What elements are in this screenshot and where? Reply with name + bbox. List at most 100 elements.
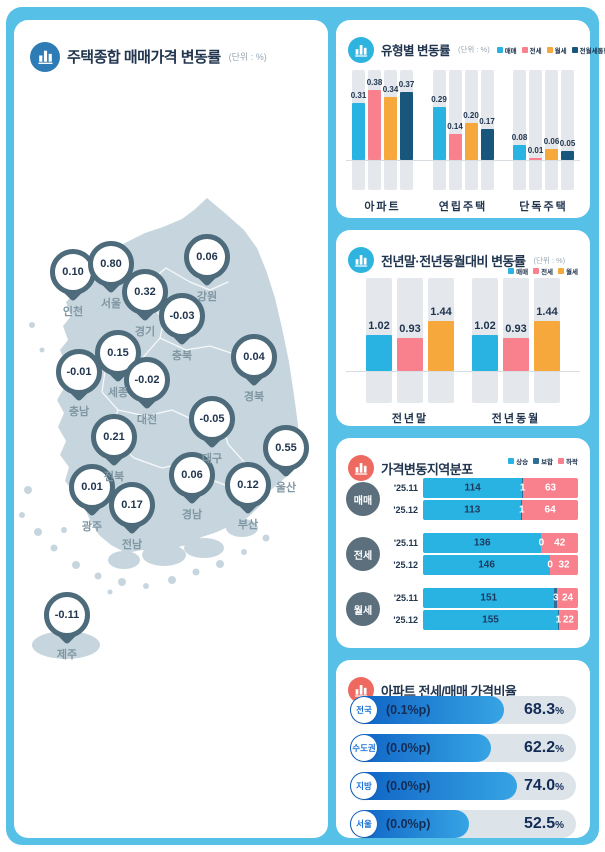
region-label: 대구 [201, 453, 223, 465]
up-segment: 114 [423, 478, 523, 498]
korea-map: 0.10 인천 0.80 서울 0.32 경기 0.06 강원 -0.03 충북 0.15 세종 -0.… [14, 20, 328, 838]
legend-swatch [558, 268, 565, 274]
segment-value: 63 [544, 482, 557, 494]
stacked-bar: 113 1 64 [423, 500, 578, 520]
region-badge: 수도권 [351, 735, 377, 761]
ratio-fill [350, 772, 518, 800]
bar-월세 [545, 148, 558, 160]
stacked-bar: 146 0 32 [423, 555, 578, 575]
legend-swatch [571, 46, 578, 53]
pin-value: 0.01 [69, 464, 115, 510]
segment-value: 113 [464, 504, 481, 516]
ratio-row: 지방 (0.0%p) 74.0% [350, 772, 576, 800]
ratio-panel-title: 아파트 전세/매매 가격비율 [381, 683, 517, 699]
pin-value: 0.04 [231, 334, 277, 380]
distribution-row: '25.12 146 0 32 [382, 555, 578, 575]
ratio-panel: 아파트 전세/매매 가격비율 전국 (0.1%p) 68.3% 수도권 (0.0%p) 6… [336, 660, 590, 838]
period-label: '25.12 [393, 505, 418, 515]
legend-item: 전세 [533, 266, 553, 276]
yoy-change-panel: 전년말·전년동월대비 변동률 (단위 : %) 매매 전세 월세 1.02 0.93 1… [336, 230, 590, 426]
percent-sign: % [555, 706, 564, 717]
distribution-row: '25.11 114 1 63 [382, 478, 578, 498]
segment-value: 64 [544, 504, 556, 516]
segment-value: 151 [480, 592, 498, 604]
distribution-rows: '25.11 136 0 42'25.12 146 0 32 [382, 531, 578, 577]
region-label: 충남 [68, 406, 90, 418]
legend-swatch [533, 458, 540, 464]
down-segment: 63 [523, 478, 578, 498]
pin-value: 0.80 [88, 241, 134, 287]
bar-column: 0.34 [382, 70, 399, 190]
bar-전세 [448, 134, 462, 160]
bar-chart-icon [348, 455, 374, 482]
flat-segment: 1 [556, 610, 561, 630]
legend: 상승 보합 하락 [508, 456, 578, 466]
legend-swatch [521, 46, 528, 53]
bar-value-label: 0.93 [399, 323, 421, 336]
bar-column: 0.31 [351, 70, 366, 190]
grouped-bar-chart: 0.31 0.38 0.34 0.37 0.29 0.14 0.20 0.17 0.08 0.01… [336, 70, 590, 190]
yoy-panel-unit: (단위 : %) [533, 255, 566, 265]
bar-group: 0.08 0.01 0.06 0.05 [512, 70, 575, 190]
bar-group: 1.02 0.93 1.44 [472, 278, 560, 403]
bar-value-label: 0.14 [447, 122, 463, 132]
bar-chart-icon [30, 41, 60, 72]
up-segment: 113 [423, 500, 522, 520]
segment-value: 0 [538, 537, 545, 549]
legend-label: 하락 [566, 459, 578, 466]
bar-column: 1.02 [472, 278, 498, 403]
distribution-panel: 가격변동지역분포 상승 보합 하락 매매 '25.11 114 1 63'25.12 113 1… [336, 438, 590, 648]
period-label: '25.12 [393, 615, 418, 625]
ratio-row: 수도권 (0.0%p) 62.2% [350, 734, 576, 762]
percent-sign: % [555, 782, 564, 793]
distribution-row: '25.12 155 1 22 [382, 610, 578, 630]
legend-swatch [508, 458, 515, 464]
progress-bar-chart: 전국 (0.1%p) 68.3% 수도권 (0.0%p) 62.2% 지방 (0.0%p) 74… [350, 696, 576, 848]
category-label: 연립주택 [438, 201, 488, 213]
region-badge: 지방 [351, 773, 377, 799]
distribution-row: '25.12 113 1 64 [382, 500, 578, 520]
region-label: 전북 [103, 471, 125, 483]
region-label: 부산 [237, 519, 259, 531]
yoy-panel-title: 전년말·전년동월대비 변동률 [381, 253, 526, 269]
legend-label: 매매 [516, 269, 529, 276]
region-badge: 서울 [351, 811, 377, 837]
bar-매매 [366, 335, 392, 371]
bar-chart-icon [348, 247, 374, 274]
percent-value: 68.3% [523, 701, 564, 718]
bar-전세 [368, 90, 381, 160]
bar-column: 0.93 [397, 278, 423, 403]
percent-sign: % [555, 744, 564, 755]
pin-value: -0.01 [56, 349, 102, 395]
legend-label: 매매 [504, 47, 517, 55]
dist-panel-title: 가격변동지역분포 [381, 461, 473, 477]
type-panel-title: 유형별 변동률 [381, 44, 450, 59]
category-labels: 아파트 연립주택 단독주택 [336, 198, 590, 214]
pin-value: 0.17 [109, 482, 155, 528]
up-segment: 136 [423, 533, 542, 553]
segment-value: 155 [482, 614, 499, 626]
legend-label: 전세 [529, 47, 542, 55]
pin-value: 0.06 [169, 452, 215, 498]
region-label: 서울 [100, 298, 122, 310]
percent-value: 52.5% [523, 815, 564, 832]
region-label: 세종 [107, 387, 129, 399]
bar-value-label: 0.37 [398, 79, 415, 89]
bar-column: 0.17 [479, 70, 495, 190]
bar-column: 0.93 [503, 278, 529, 403]
bar-월세 [428, 320, 454, 371]
bar-value-label: 0.17 [479, 116, 495, 126]
bar-value-label: 1.44 [430, 305, 452, 318]
bar-value-label: 0.34 [382, 85, 399, 95]
bar-column: 1.44 [428, 278, 454, 403]
distribution-group: 전세 '25.11 136 0 42'25.12 146 0 32 [346, 531, 578, 577]
delta-label: (0.1%p) [386, 703, 431, 717]
bar-전월세통합 [400, 91, 413, 160]
pin-value: 0.55 [263, 425, 309, 471]
legend-item: 매매 [496, 45, 517, 55]
stacked-bar: 114 1 63 [423, 478, 578, 498]
up-segment: 146 [423, 555, 551, 575]
region-label: 경기 [134, 326, 156, 338]
segment-value: 0 [547, 559, 553, 571]
period-label: '25.11 [393, 483, 418, 493]
